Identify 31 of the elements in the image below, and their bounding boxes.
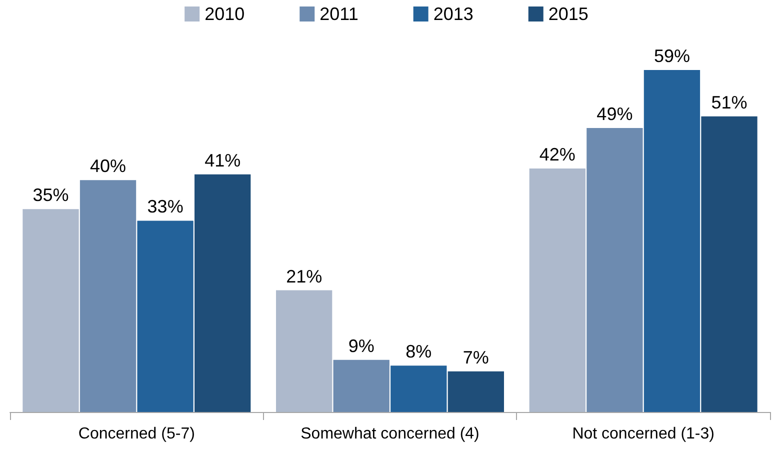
legend-label: 2010 (204, 4, 245, 24)
bar (586, 128, 643, 412)
bar (80, 180, 136, 412)
data-label: 21% (286, 266, 322, 286)
data-label: 8% (406, 342, 432, 362)
legend-label: 2011 (320, 4, 358, 24)
data-label: 42% (539, 144, 576, 165)
x-tick-label: Not concerned (1-3) (572, 426, 714, 442)
data-label: 51% (711, 92, 748, 112)
bar (194, 174, 251, 412)
data-label: 9% (348, 336, 374, 356)
bar (701, 116, 758, 412)
data-label: 49% (596, 104, 633, 124)
bar (448, 371, 504, 412)
bar (529, 168, 586, 412)
bar (22, 209, 79, 412)
data-label: 41% (204, 150, 241, 170)
legend-label: 2015 (548, 4, 588, 24)
bar (644, 70, 700, 412)
bar (137, 220, 194, 412)
bar (333, 360, 390, 412)
bar (276, 290, 332, 412)
x-tick-label: Concerned (5-7) (78, 426, 195, 442)
legend-label: 2013 (433, 4, 474, 24)
data-label: 7% (462, 347, 489, 368)
data-label: 35% (32, 185, 69, 206)
bar (390, 366, 447, 412)
data-label: 33% (147, 196, 184, 217)
data-label: 40% (90, 156, 126, 176)
x-tick-label: Somewhat concerned (4) (300, 426, 480, 442)
data-label: 59% (654, 46, 690, 66)
